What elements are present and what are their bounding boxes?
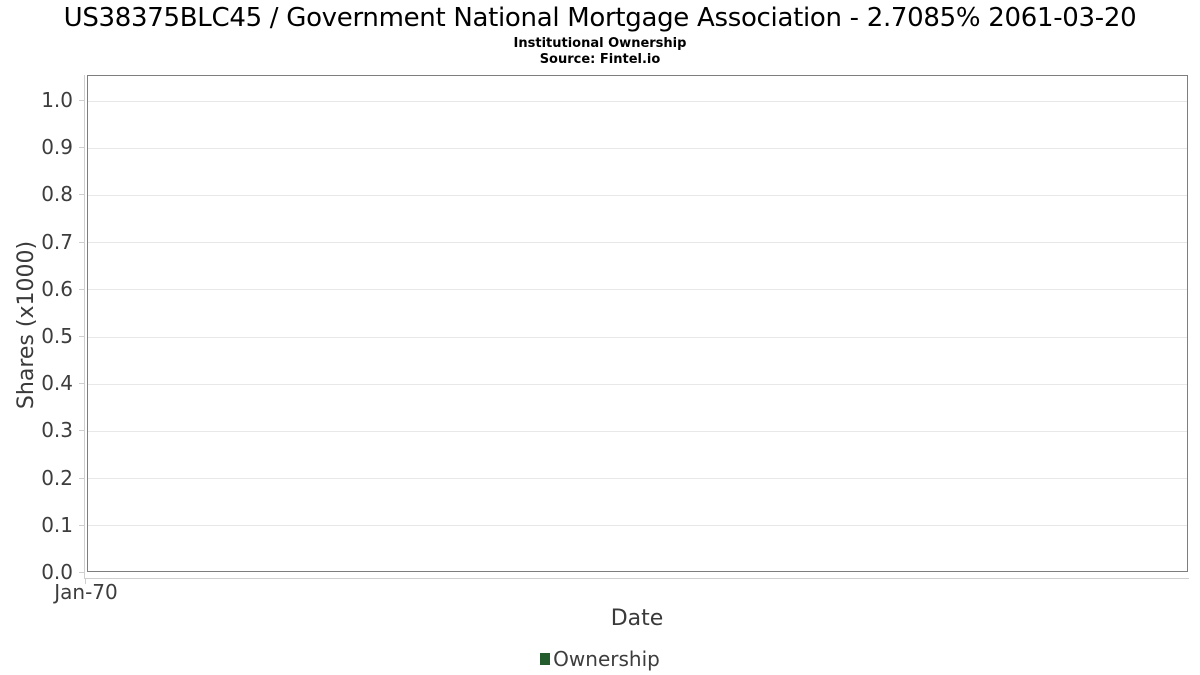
x-tick <box>85 578 86 584</box>
gridline <box>88 242 1187 244</box>
chart-subtitle: Institutional Ownership <box>513 36 687 51</box>
y-tick <box>79 288 84 290</box>
gridline <box>88 194 1187 196</box>
legend-entry-ownership[interactable]: Ownership <box>540 647 660 671</box>
x-tick-label: Jan-70 <box>54 580 118 604</box>
y-tick-label: 0.4 <box>41 371 73 396</box>
y-tick <box>79 194 84 196</box>
y-tick-label: 0.7 <box>41 229 73 254</box>
legend: Ownership <box>0 646 1200 672</box>
y-tick-label: 0.3 <box>41 418 73 443</box>
y-tick <box>79 572 84 573</box>
y-tick-label: 0.1 <box>41 512 73 537</box>
x-axis-line <box>84 578 1189 579</box>
y-tick <box>79 100 84 101</box>
y-tick <box>79 524 84 526</box>
chart-title: US38375BLC45 / Government National Mortg… <box>63 3 1137 33</box>
x-axis-title: Date <box>610 606 664 631</box>
gridline <box>88 289 1187 291</box>
gridline <box>88 478 1187 480</box>
y-tick <box>79 477 84 479</box>
legend-label: Ownership <box>553 647 660 671</box>
plot-area <box>87 75 1188 572</box>
gridline <box>88 147 1187 149</box>
gridline <box>88 525 1187 527</box>
y-tick <box>79 147 84 149</box>
gridline <box>88 430 1187 432</box>
y-axis-line <box>84 75 85 578</box>
y-tick-label: 0.5 <box>41 324 73 348</box>
y-tick-label: 1.0 <box>41 88 73 112</box>
y-tick-label: 0.2 <box>41 465 73 490</box>
y-tick <box>79 336 84 337</box>
y-tick-label: 0.6 <box>41 276 73 301</box>
y-tick <box>79 383 84 385</box>
y-tick-label: 0.8 <box>41 182 73 207</box>
chart-source: Source: Fintel.io <box>539 52 661 67</box>
legend-swatch-icon <box>540 653 551 665</box>
gridline <box>88 100 1187 102</box>
y-tick <box>79 430 84 432</box>
gridline <box>88 336 1187 338</box>
y-tick-label: 0.0 <box>41 560 73 584</box>
gridline <box>88 383 1187 385</box>
y-tick-label: 0.9 <box>41 135 73 160</box>
y-tick <box>79 241 84 243</box>
